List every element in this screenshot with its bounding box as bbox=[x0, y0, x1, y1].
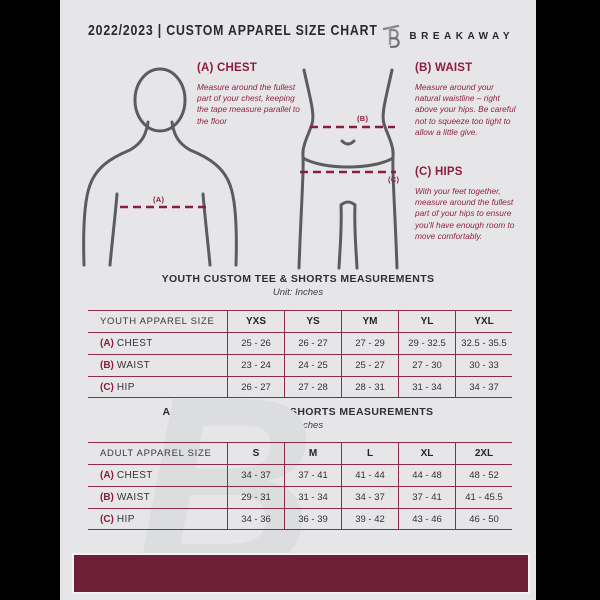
table-row: (C) HIP 34 - 36 36 - 39 39 - 42 43 - 46 … bbox=[88, 508, 512, 530]
size-column-header: M bbox=[284, 443, 341, 464]
waist-heading: (B) WAIST bbox=[415, 62, 473, 74]
measure-cell: 25 - 26 bbox=[227, 333, 284, 354]
table-header-label: ADULT APPAREL SIZE bbox=[100, 448, 212, 459]
measure-cell: 48 - 52 bbox=[455, 465, 512, 486]
adult-section-title: ADULT CUSTOM TEE & SHORTS MEASUREMENTS bbox=[162, 406, 434, 418]
measure-cell: 34 - 37 bbox=[341, 487, 398, 508]
measure-cell: 29 - 31 bbox=[227, 487, 284, 508]
measure-cell: 46 - 50 bbox=[455, 509, 512, 529]
size-column-header: YXL bbox=[455, 311, 512, 332]
measure-cell: 29 - 32.5 bbox=[398, 333, 455, 354]
table-row: (A) CHEST 25 - 26 26 - 27 27 - 29 29 - 3… bbox=[88, 332, 512, 354]
row-prefix: (A) bbox=[100, 338, 114, 349]
adult-unit-label: Unit: Inches bbox=[272, 420, 324, 431]
page-title: 2022/2023 | CUSTOM APPAREL SIZE CHART bbox=[88, 22, 378, 39]
row-name: CHEST bbox=[116, 338, 153, 349]
table-header-row: YOUTH APPAREL SIZE YXS YS YM YL YXL bbox=[88, 310, 512, 332]
row-name: HIP bbox=[116, 381, 135, 393]
row-label: (B) WAIST bbox=[88, 487, 227, 508]
measure-cell: 27 - 28 bbox=[284, 377, 341, 397]
measure-cell: 41 - 44 bbox=[341, 465, 398, 486]
measure-cell: 25 - 27 bbox=[341, 355, 398, 376]
measure-cell: 27 - 29 bbox=[341, 333, 398, 354]
measure-cell: 37 - 41 bbox=[398, 487, 455, 508]
measure-cell: 23 - 24 bbox=[227, 355, 284, 376]
youth-section-title: YOUTH CUSTOM TEE & SHORTS MEASUREMENTS bbox=[161, 273, 435, 285]
measure-cell: 31 - 34 bbox=[284, 487, 341, 508]
row-prefix: (C) bbox=[100, 381, 114, 393]
measure-cell: 27 - 30 bbox=[398, 355, 455, 376]
row-prefix: (C) bbox=[100, 513, 114, 525]
measure-cell: 31 - 34 bbox=[398, 377, 455, 397]
brand-block: BREAKAWAY bbox=[382, 24, 514, 48]
size-chart-document: B 2022/2023 | CUSTOM APPAREL SIZE CHART … bbox=[60, 0, 536, 600]
youth-unit-label: Unit: Inches bbox=[272, 287, 324, 298]
table-header-row: ADULT APPAREL SIZE S M L XL 2XL bbox=[88, 442, 512, 464]
row-name: WAIST bbox=[116, 492, 151, 503]
table-row: (B) WAIST 29 - 31 31 - 34 34 - 37 37 - 4… bbox=[88, 486, 512, 508]
measure-cell: 24 - 25 bbox=[284, 355, 341, 376]
chest-marker-label: (A) bbox=[153, 195, 165, 204]
youth-size-table: YOUTH APPAREL SIZE YXS YS YM YL YXL (A) … bbox=[88, 310, 512, 398]
size-column-header: S bbox=[227, 443, 284, 464]
measure-cell: 34 - 36 bbox=[227, 509, 284, 529]
row-label: (C) HIP bbox=[88, 509, 227, 529]
hips-description: With your feet together, measure around … bbox=[415, 186, 515, 241]
measure-cell: 32.5 - 35.5 bbox=[455, 333, 512, 354]
row-name: HIP bbox=[116, 513, 135, 525]
breakaway-logo-icon bbox=[383, 24, 401, 48]
measure-cell: 37 - 41 bbox=[284, 465, 341, 486]
hip-marker-label: (C) bbox=[388, 175, 400, 184]
measure-cell: 39 - 42 bbox=[341, 509, 398, 529]
size-column-header: 2XL bbox=[455, 443, 512, 464]
measure-cell: 26 - 27 bbox=[227, 377, 284, 397]
measure-cell: 44 - 48 bbox=[398, 465, 455, 486]
row-label: (B) WAIST bbox=[88, 355, 227, 376]
table-header-label: YOUTH APPAREL SIZE bbox=[100, 316, 215, 327]
row-prefix: (B) bbox=[100, 492, 114, 503]
row-prefix: (B) bbox=[100, 360, 114, 371]
measure-cell: 26 - 27 bbox=[284, 333, 341, 354]
chest-description: Measure around the fullest part of your … bbox=[197, 82, 300, 126]
footer-accent-bar bbox=[72, 553, 530, 594]
measure-cell: 30 - 33 bbox=[455, 355, 512, 376]
row-label: (A) CHEST bbox=[88, 333, 227, 354]
row-prefix: (A) bbox=[100, 470, 114, 481]
hips-heading: (C) HIPS bbox=[415, 166, 463, 178]
row-label: (A) CHEST bbox=[88, 465, 227, 486]
size-column-header: L bbox=[341, 443, 398, 464]
chest-heading: (A) CHEST bbox=[197, 62, 257, 74]
row-name: WAIST bbox=[116, 360, 151, 371]
measure-cell: 28 - 31 bbox=[341, 377, 398, 397]
table-row: (C) HIP 26 - 27 27 - 28 28 - 31 31 - 34 … bbox=[88, 376, 512, 398]
size-column-header: YM bbox=[341, 311, 398, 332]
size-column-header: YS bbox=[284, 311, 341, 332]
measure-cell: 34 - 37 bbox=[455, 377, 512, 397]
measure-cell: 36 - 39 bbox=[284, 509, 341, 529]
lower-body-figure bbox=[297, 68, 399, 270]
size-column-header: YXS bbox=[227, 311, 284, 332]
row-label: (C) HIP bbox=[88, 377, 227, 397]
waist-marker-label: (B) bbox=[357, 114, 369, 123]
measure-cell: 34 - 37 bbox=[227, 465, 284, 486]
table-row: (B) WAIST 23 - 24 24 - 25 25 - 27 27 - 3… bbox=[88, 354, 512, 376]
waist-description: Measure around your natural waistline – … bbox=[415, 82, 516, 137]
table-row: (A) CHEST 34 - 37 37 - 41 41 - 44 44 - 4… bbox=[88, 464, 512, 486]
row-name: CHEST bbox=[116, 470, 153, 481]
size-column-header: YL bbox=[398, 311, 455, 332]
measure-cell: 41 - 45.5 bbox=[455, 487, 512, 508]
upper-body-figure bbox=[82, 67, 238, 267]
adult-size-table: ADULT APPAREL SIZE S M L XL 2XL (A) CHES… bbox=[88, 442, 512, 530]
measure-cell: 43 - 46 bbox=[398, 509, 455, 529]
brand-name: BREAKAWAY bbox=[409, 30, 514, 42]
size-column-header: XL bbox=[398, 443, 455, 464]
